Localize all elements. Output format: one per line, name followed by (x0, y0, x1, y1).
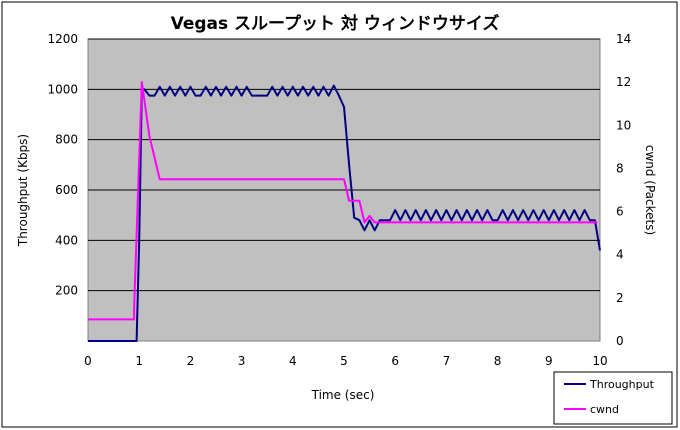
x-tick-label-1: 1 (135, 354, 143, 368)
x-tick-label-3: 3 (238, 354, 246, 368)
x-axis-label: Time (sec) (311, 388, 375, 402)
series-line-throughput (88, 84, 601, 342)
x-tick-label-0: 0 (84, 354, 92, 368)
x-tick-label-9: 9 (545, 354, 553, 368)
y2-tick-label-2: 4 (616, 248, 624, 262)
x-tick-label-5: 5 (340, 354, 348, 368)
y-tick-label-1: 400 (55, 233, 78, 247)
y-tick-label-0: 200 (55, 284, 78, 298)
y-tick-label-3: 800 (55, 133, 78, 147)
legend: Throughput cwnd (553, 371, 673, 425)
y2-tick-label-0: 0 (616, 334, 624, 348)
series-line-cwnd (88, 81, 598, 321)
y2-tick-label-4: 8 (616, 161, 624, 175)
y2-tick-label-1: 2 (616, 291, 624, 305)
x-tick-label-2: 2 (187, 354, 195, 368)
x-tick-label-10: 10 (592, 354, 607, 368)
gridlines (88, 38, 600, 292)
y2-tick-label-3: 6 (616, 205, 624, 219)
legend-box (553, 371, 673, 425)
x-tick-label-8: 8 (494, 354, 502, 368)
legend-label-throughput: Throughput (589, 378, 655, 391)
y-tick-label-4: 1000 (47, 82, 78, 96)
x-tick-label-6: 6 (391, 354, 399, 368)
series-lines (88, 81, 601, 342)
y2-tick-label-7: 14 (616, 32, 631, 46)
y2-tick-label-6: 12 (616, 75, 631, 89)
chart-title: Vegas スループット 対 ウィンドウサイズ (171, 13, 500, 34)
y-tick-labels: 200 400 600 800 1000 1200 (47, 32, 78, 298)
y-tick-label-2: 600 (55, 183, 78, 197)
x-tick-labels: 0 1 2 3 4 5 6 7 8 9 10 (84, 354, 607, 368)
legend-label-cwnd: cwnd (590, 403, 619, 416)
y-tick-label-5: 1200 (47, 32, 78, 46)
x-tick-label-7: 7 (443, 354, 451, 368)
y2-tick-label-5: 10 (616, 118, 631, 132)
y2-tick-labels: 0 2 4 6 8 10 12 14 (616, 32, 631, 348)
y-axis-label: Throughput (Kbps) (16, 134, 30, 247)
x-tick-label-4: 4 (289, 354, 297, 368)
y2-axis-label: cwnd (Packets) (643, 145, 657, 235)
